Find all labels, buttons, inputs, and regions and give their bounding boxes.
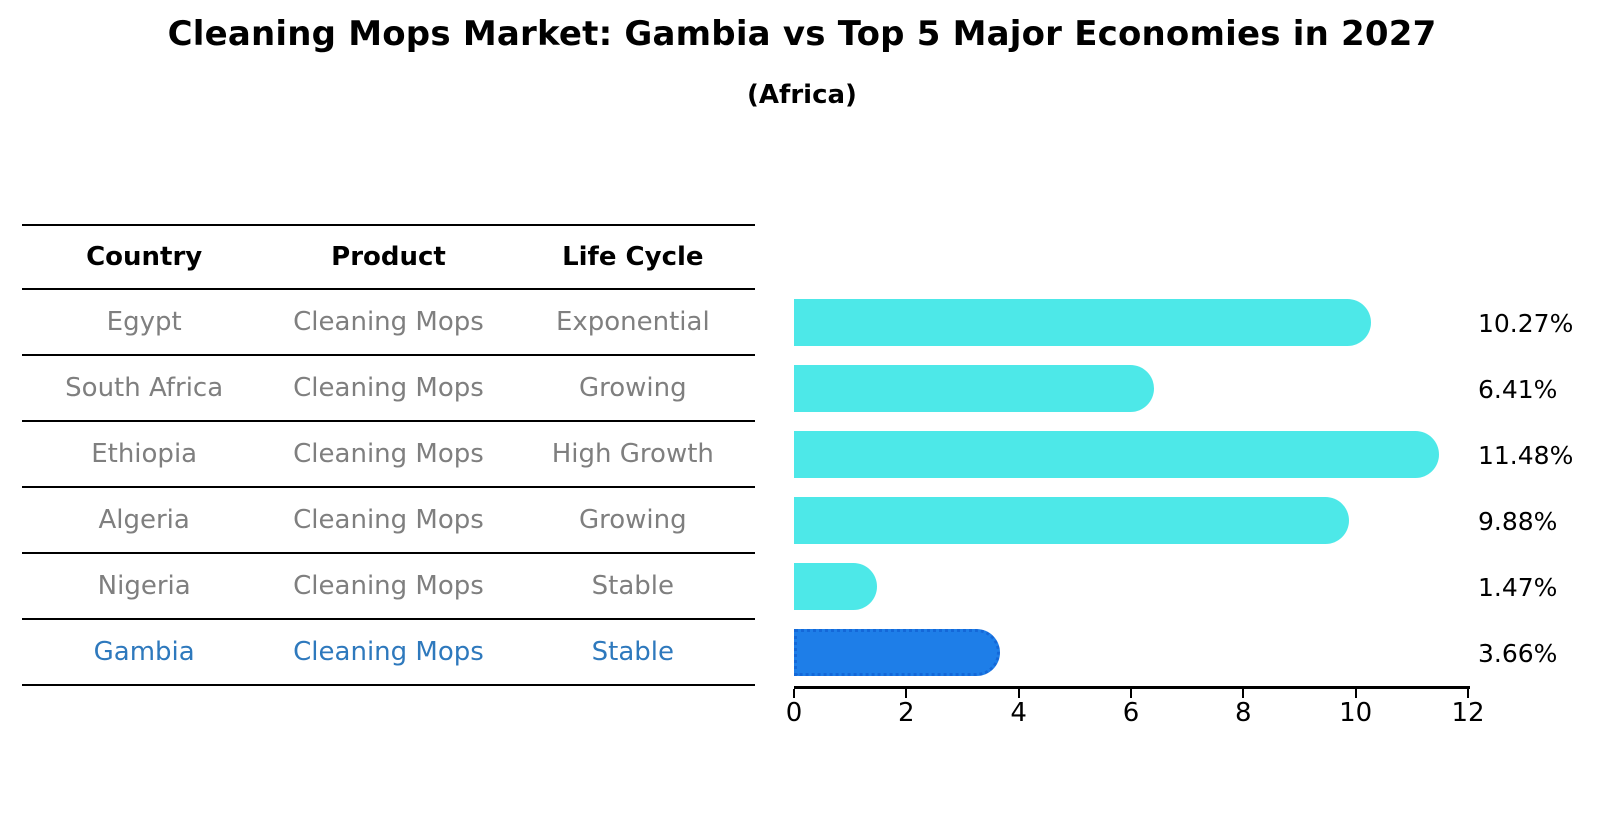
table-header-product: Product — [331, 242, 446, 272]
table-row-gambia: Gambia Cleaning Mops Stable — [22, 620, 755, 686]
table-cell-product: Cleaning Mops — [293, 637, 484, 667]
bar-row-egypt: 10.27% — [794, 290, 1573, 356]
table-cell-product: Cleaning Mops — [293, 505, 484, 535]
table-cell-country: South Africa — [65, 373, 224, 403]
table-cell-life-cycle: Exponential — [555, 307, 710, 337]
table-header-country: Country — [86, 242, 203, 272]
x-axis-tick-8 — [1242, 689, 1245, 698]
bar-algeria — [794, 497, 1349, 544]
x-axis-tick-label-0: 0 — [785, 698, 803, 728]
x-axis-tick-label-4: 4 — [1010, 698, 1027, 728]
table-cell-country: Gambia — [93, 637, 195, 667]
x-axis-tick-6 — [1130, 689, 1132, 698]
x-axis-tick-label-2: 2 — [898, 698, 915, 728]
table-cell-country: Ethiopia — [91, 439, 198, 469]
table-cell-product: Cleaning Mops — [293, 373, 484, 403]
x-axis-tick-10 — [1354, 689, 1357, 698]
table-row-egypt: Egypt Cleaning Mops Exponential — [22, 290, 755, 356]
x-axis-tick-0 — [793, 689, 795, 698]
table-cell-product: Cleaning Mops — [293, 571, 484, 601]
table-cell-life-cycle: High Growth — [551, 439, 714, 469]
table-row-algeria: Algeria Cleaning Mops Growing — [22, 488, 755, 554]
table-cell-country: Egypt — [106, 307, 182, 337]
x-axis-tick-2 — [905, 689, 908, 698]
table-header-life-cycle: Life Cycle — [562, 242, 704, 272]
table-row-south-africa: South Africa Cleaning Mops Growing — [22, 356, 755, 422]
table-cell-life-cycle: Stable — [591, 637, 674, 667]
table-cell-life-cycle: Growing — [578, 373, 687, 403]
x-axis-tick-4 — [1017, 689, 1020, 698]
table-cell-country: Algeria — [98, 505, 190, 535]
bar-value-label-ethiopia: 11.48% — [1478, 440, 1574, 470]
table-cell-country: Nigeria — [97, 571, 191, 601]
x-axis-tick-label-6: 6 — [1122, 698, 1140, 728]
bar-value-label-egypt: 10.27% — [1478, 308, 1574, 338]
x-axis-tick-label-12: 12 — [1451, 698, 1485, 728]
table-row-ethiopia: Ethiopia Cleaning Mops High Growth — [22, 422, 755, 488]
table-cell-product: Cleaning Mops — [293, 307, 484, 337]
chart-subtitle: (Africa) — [747, 80, 857, 110]
bar-row-gambia: 3.66% — [794, 620, 1557, 686]
bar-south-africa — [794, 365, 1155, 412]
x-axis-tick-12 — [1467, 689, 1469, 698]
bar-gambia — [794, 629, 1000, 676]
bar-plot: 10.27% 6.41% 11.48% 9.88% 1.47% 3.66% 0 2 4 6 8 10… — [786, 290, 1573, 750]
table-header-row: Country Product Life Cycle — [22, 226, 755, 290]
bar-value-label-algeria: 9.88% — [1478, 506, 1558, 536]
bar-value-label-south-africa: 6.41% — [1478, 374, 1558, 404]
bar-value-label-nigeria: 1.47% — [1478, 572, 1558, 602]
bar-row-nigeria: 1.47% — [794, 554, 1557, 620]
bar-ethiopia — [794, 431, 1439, 478]
table-body: Egypt Cleaning Mops Exponential South Afric… — [22, 290, 755, 686]
bar-value-label-gambia: 3.66% — [1478, 638, 1558, 668]
table-cell-life-cycle: Stable — [591, 571, 674, 601]
table-cell-life-cycle: Growing — [578, 505, 687, 535]
country-table: Country Product Life Cycle Egypt Cleaning… — [22, 224, 755, 686]
x-axis-line — [794, 686, 1470, 689]
x-axis-tick-label-8: 8 — [1235, 698, 1252, 728]
bar-row-algeria: 9.88% — [794, 488, 1557, 554]
x-axis-tick-label-10: 10 — [1339, 698, 1373, 728]
bars-area: 10.27% 6.41% 11.48% 9.88% 1.47% 3.66% — [794, 290, 1573, 686]
bar-egypt — [794, 299, 1371, 346]
chart-title: Cleaning Mops Market: Gambia vs Top 5 Ma… — [167, 14, 1437, 54]
table-cell-product: Cleaning Mops — [293, 439, 484, 469]
bar-row-ethiopia: 11.48% — [794, 422, 1573, 488]
bar-row-south-africa: 6.41% — [794, 356, 1557, 422]
table-row-nigeria: Nigeria Cleaning Mops Stable — [22, 554, 755, 620]
bar-nigeria — [794, 563, 877, 610]
